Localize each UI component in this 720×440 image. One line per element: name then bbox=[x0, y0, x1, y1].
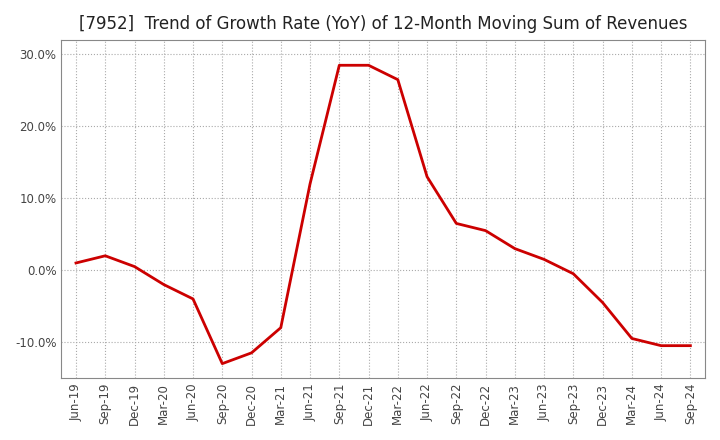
Title: [7952]  Trend of Growth Rate (YoY) of 12-Month Moving Sum of Revenues: [7952] Trend of Growth Rate (YoY) of 12-… bbox=[79, 15, 688, 33]
